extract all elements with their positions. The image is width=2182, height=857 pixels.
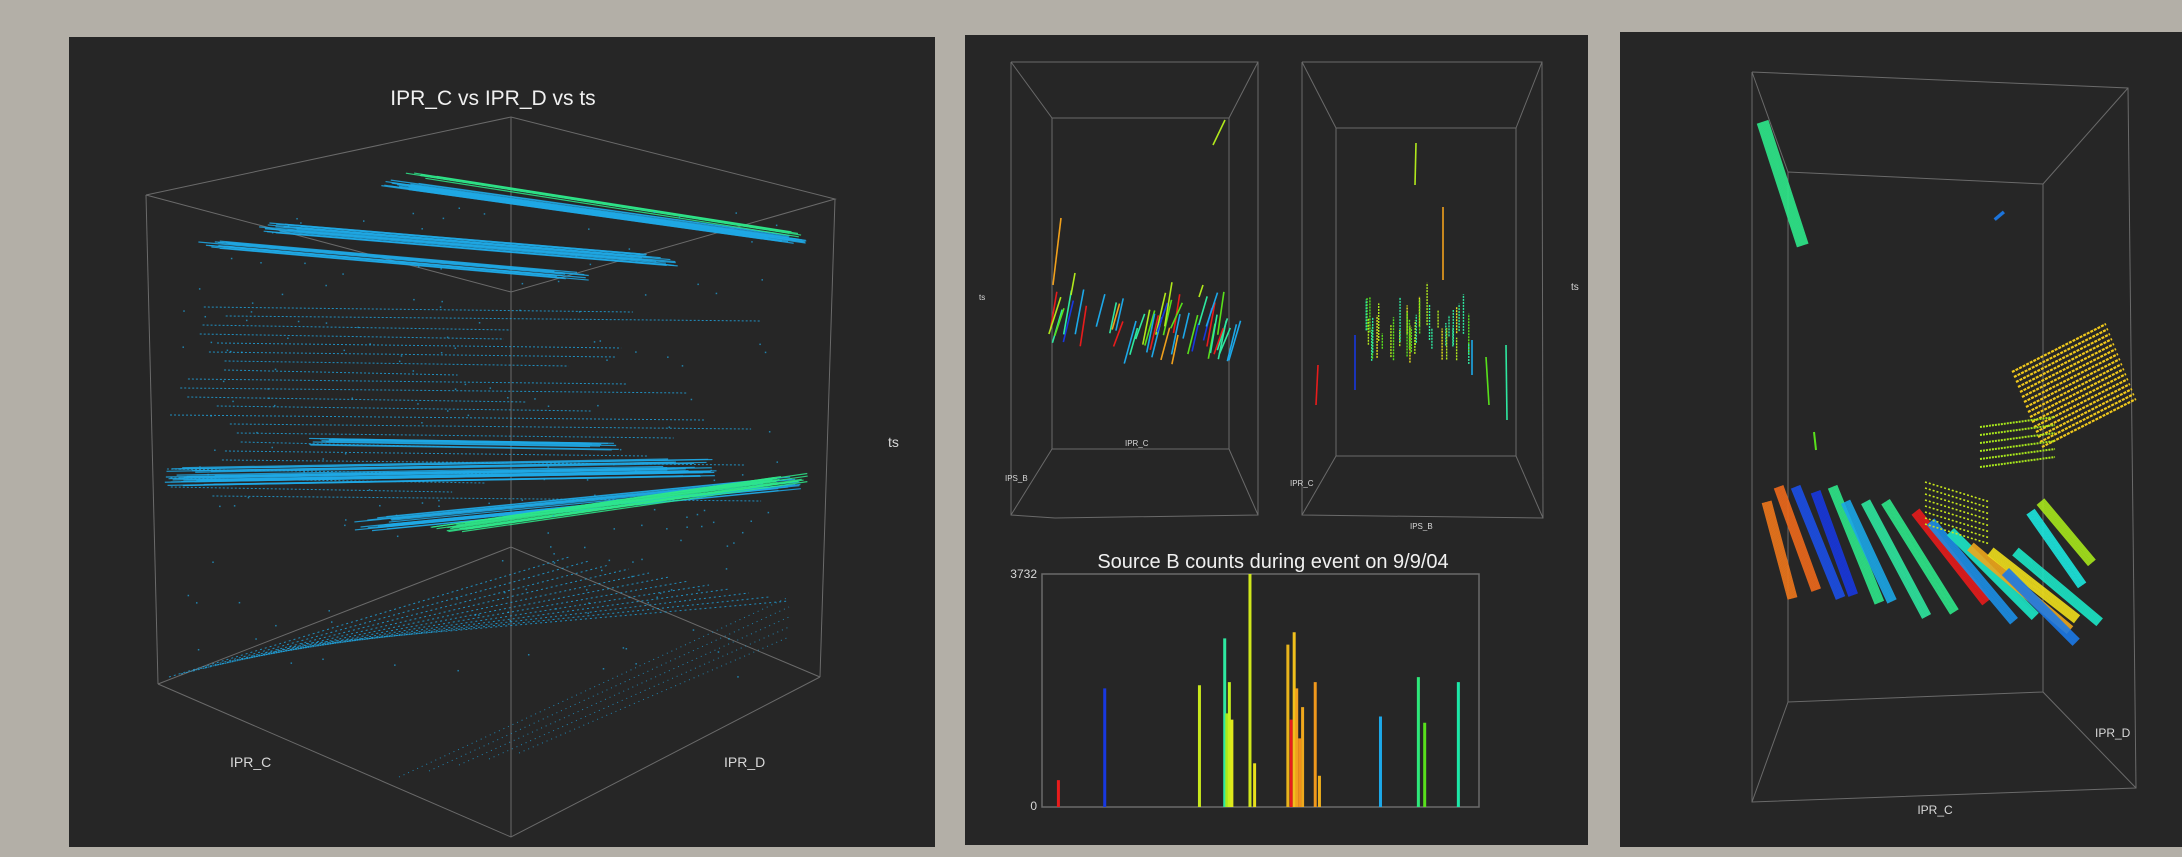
scatter-points [164, 172, 808, 778]
x-axis-label: IPR_C [230, 754, 271, 770]
box-bottom-front [157, 676, 821, 838]
bar-chart-frame [1041, 573, 1480, 808]
box-outline [1010, 61, 1259, 519]
box-outline [1301, 61, 1544, 519]
box-outline [1751, 71, 2137, 803]
plot-title: IPR_C vs IPR_D vs ts [390, 87, 595, 110]
small-left-box [1010, 61, 1259, 519]
box-edge [145, 194, 159, 685]
main-3d-plot-panel: IPR_C vs IPR_D vs ts IPR_C IPR_D ts [69, 37, 935, 847]
small-left-y-label: IPS_B [1005, 474, 1028, 483]
box-inner [1051, 117, 1230, 450]
small-right-z-label: ts [1571, 282, 1579, 293]
y-tick-label-min: 0 [1030, 799, 1037, 813]
plot-box [145, 116, 837, 838]
small-scatter-points [1048, 119, 1508, 421]
z-axis-label: ts [888, 434, 899, 450]
small-left-x-label: IPR_C [1125, 439, 1149, 448]
bar-series [1056, 574, 1460, 807]
box-inner [1335, 127, 1517, 457]
middle-panel: IPR_C IPS_B ts IPS_B IPR_C ts Source B c… [965, 35, 1588, 845]
box-edge [1751, 71, 1789, 173]
small-right-box [1301, 61, 1544, 519]
box-inner [1787, 171, 2044, 703]
box-edge [1228, 61, 1259, 119]
box-edge [1301, 455, 1337, 516]
box-edge [1010, 61, 1053, 119]
right-3d-plot: IPR_C IPR_D [1751, 71, 2137, 817]
y-axis-label: IPR_D [724, 754, 765, 770]
bar-chart-title: Source B counts during event on 9/9/04 [1097, 551, 1448, 573]
y-axis-label: IPR_D [2095, 726, 2131, 740]
box-bottom-back [157, 546, 821, 685]
middle-plots: IPR_C IPS_B ts IPS_B IPR_C ts Source B c… [979, 61, 1579, 813]
small-right-y-label: IPR_C [1290, 479, 1314, 488]
right-plot-box [1751, 71, 2137, 803]
box-edge [1515, 61, 1543, 129]
box-edge [1515, 455, 1544, 519]
box-edge [1301, 61, 1337, 129]
main-3d-plot: IPR_C vs IPR_D vs ts IPR_C IPR_D ts [145, 87, 899, 838]
box-edge [1228, 448, 1259, 516]
y-tick-label-max: 3732 [1010, 567, 1037, 581]
box-edge [819, 198, 836, 678]
box-edge [1751, 701, 1789, 803]
right-scatter-points [1756, 119, 2137, 646]
box-edge [1010, 448, 1053, 516]
box-edge [2042, 87, 2129, 185]
right-3d-plot-panel: IPR_C IPR_D [1620, 32, 2182, 847]
x-axis-label: IPR_C [1917, 803, 1953, 817]
small-left-z-label: ts [979, 293, 985, 302]
box-edge [2042, 691, 2137, 789]
small-right-x-label: IPS_B [1410, 522, 1433, 531]
